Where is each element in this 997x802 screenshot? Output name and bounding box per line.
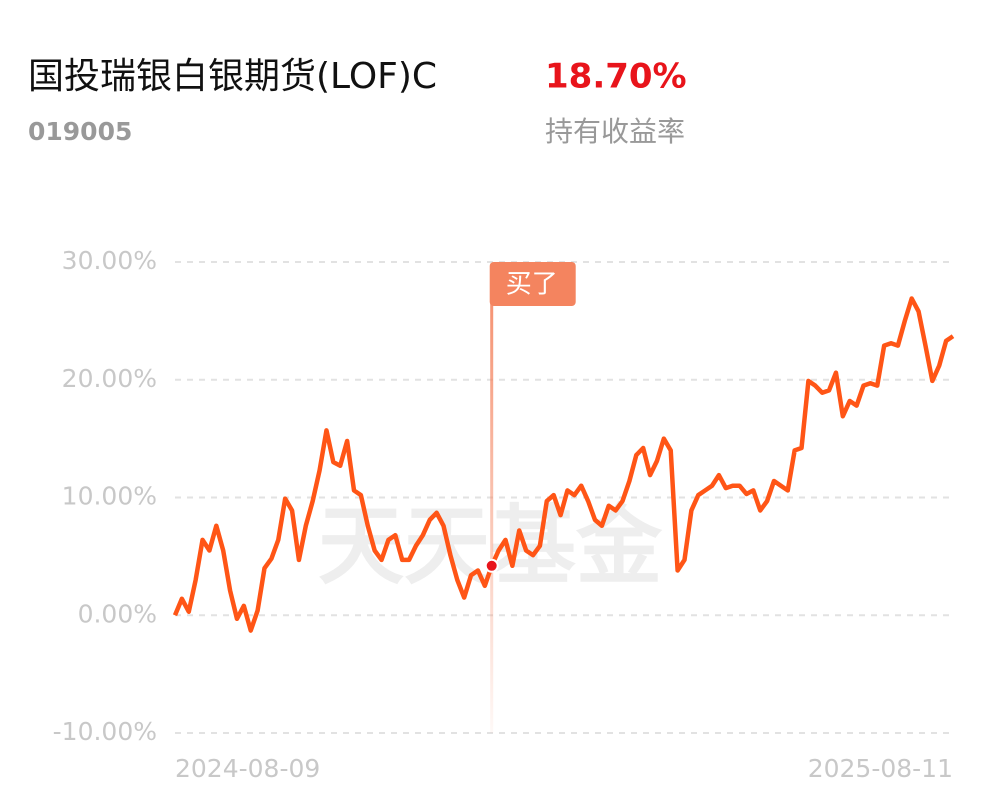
series-line: [172, 296, 955, 633]
buy-point: [484, 558, 499, 573]
y-tick-label: 30.00%: [62, 246, 157, 275]
buy-tag: [489, 262, 576, 306]
return-label: 持有收益率: [545, 115, 685, 148]
y-tick-label: 20.00%: [62, 364, 157, 393]
return-value: 18.70%: [545, 57, 687, 97]
y-tick-label: 0.00%: [78, 599, 157, 628]
buy-line: [490, 290, 494, 733]
buy-tag-text: 买了: [506, 270, 558, 300]
x-tick-label: 2024-08-09: [175, 754, 320, 783]
y-tick-label: -10.00%: [53, 717, 157, 746]
fund-code: 019005: [28, 117, 132, 146]
fund-name: 国投瑞银白银期货(LOF)C: [28, 56, 437, 97]
x-tick-label: 2025-08-11: [808, 754, 953, 783]
y-tick-label: 10.00%: [62, 482, 157, 511]
